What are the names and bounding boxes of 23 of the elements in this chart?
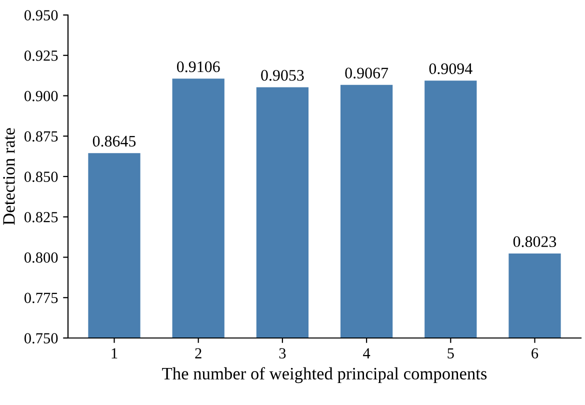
y-tick-label: 0.825 [24, 212, 58, 222]
y-tick-label: 0.950 [24, 10, 58, 21]
x-tick-label: 4 [363, 348, 370, 358]
data-label: 0.9053 [261, 70, 304, 81]
y-tick-label: 0.750 [24, 333, 58, 344]
data-label: 0.8023 [513, 236, 556, 248]
y-tick-label: 0.775 [24, 292, 58, 304]
y-tick-label: 0.800 [24, 252, 58, 263]
x-tick-label: 5 [448, 348, 454, 358]
data-label: 0.9067 [345, 68, 388, 79]
x-tick-label: 2 [195, 348, 202, 358]
data-label: 0.9106 [177, 61, 220, 72]
y-tick-label: 0.900 [24, 90, 58, 102]
y-axis-title: Detection rate [3, 128, 15, 225]
data-label: 0.8645 [92, 136, 136, 147]
y-tick-label: 0.850 [24, 172, 58, 182]
x-axis-title: The number of weighted principal components [162, 367, 487, 384]
y-tick-label: 0.875 [24, 131, 58, 142]
x-tick-label: 6 [532, 348, 538, 358]
y-tick-label: 0.925 [24, 50, 58, 61]
data-label: 0.9094 [429, 63, 472, 74]
x-tick-label: 3 [279, 348, 286, 358]
x-tick-label: 1 [112, 348, 118, 358]
